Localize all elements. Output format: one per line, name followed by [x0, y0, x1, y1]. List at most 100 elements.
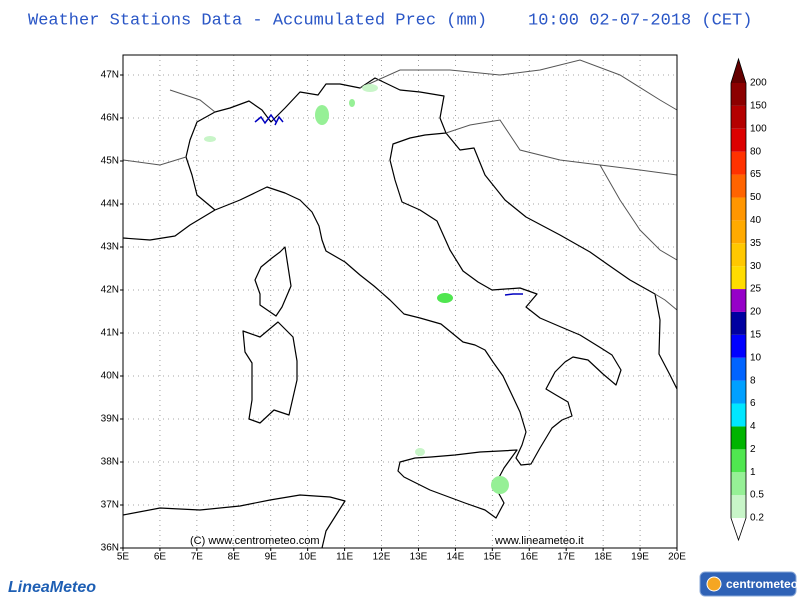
lon-label: 10E: [299, 552, 317, 563]
lat-label: 45N: [101, 156, 119, 167]
colorbar-label: 35: [750, 238, 762, 249]
colorbar-label: 4: [750, 421, 756, 432]
colorbar-box: [731, 151, 746, 175]
lon-label: 12E: [373, 552, 391, 563]
colorbar-label: 0.5: [750, 490, 764, 501]
lat-label: 39N: [101, 414, 119, 425]
credit: (C) www.centrometeo.com: [190, 535, 320, 547]
balkan-coast: [445, 132, 678, 390]
colorbar-box: [731, 472, 746, 496]
colorbar-label: 20: [750, 307, 762, 318]
lon-label: 17E: [557, 552, 575, 563]
italy-land-border: [185, 77, 447, 211]
lat-label: 36N: [101, 543, 119, 554]
colorbar-label: 30: [750, 261, 762, 272]
lat-label: 42N: [101, 285, 119, 296]
colorbar-box: [731, 197, 746, 221]
colorbar-box: [731, 105, 746, 129]
grid: [123, 55, 677, 548]
colorbar-label: 1: [750, 467, 756, 478]
colorbar-label: 50: [750, 192, 762, 203]
lat-label: 43N: [101, 242, 119, 253]
france-coast: [122, 209, 216, 241]
precip-area: [204, 136, 216, 142]
lon-label: 13E: [410, 552, 428, 563]
sardinia: [242, 321, 298, 424]
colorbar-box: [731, 266, 746, 290]
lon-label: 15E: [483, 552, 501, 563]
colorbar: 0.2 0.5 1 2 4 6 8 10 15 20 25 30 35 40 50 65 80 100 150 200: [730, 57, 767, 542]
colorbar-box: [731, 403, 746, 427]
colorbar-box: [731, 243, 746, 267]
africa-coast: [122, 494, 346, 549]
lat-label: 41N: [101, 328, 119, 339]
lon-label: 18E: [594, 552, 612, 563]
lon-label: 7E: [191, 552, 204, 563]
timestamp: 10:00 02-07-2018 (CET): [528, 11, 752, 30]
precip-contour: [254, 113, 284, 126]
colorbar-box: [731, 357, 746, 381]
precip-area: [349, 99, 355, 107]
colorbar-label: 100: [750, 123, 767, 134]
colorbar-label: 10: [750, 352, 762, 363]
colorbar-label: 200: [750, 78, 767, 89]
colorbar-label: 150: [750, 101, 767, 112]
logo-text: centrometeo: [726, 577, 798, 591]
lat-label: 47N: [101, 70, 119, 81]
logo-text: LineaMeteo: [8, 579, 96, 596]
logo-right: centrometeo: [699, 571, 798, 597]
colorbar-label: 15: [750, 329, 762, 340]
precip-contour: [504, 293, 523, 296]
colorbar-box: [731, 174, 746, 198]
precip-area: [491, 476, 509, 494]
lon-label: 20E: [668, 552, 686, 563]
colorbar-label: 2: [750, 444, 756, 455]
lon-label: 19E: [631, 552, 649, 563]
colorbar-box: [731, 83, 746, 106]
lat-label: 37N: [101, 500, 119, 511]
lat-label: 44N: [101, 199, 119, 210]
precip-area: [437, 293, 453, 303]
lon-label: 5E: [117, 552, 130, 563]
logo-left: LineaMeteo: [8, 579, 96, 596]
colorbar-box: [731, 334, 746, 358]
colorbar-label: 65: [750, 169, 762, 180]
colorbar-label: 8: [750, 375, 756, 386]
colorbar-box: [731, 311, 746, 335]
colorbar-box: [731, 449, 746, 473]
colorbar-label: 80: [750, 146, 762, 157]
colorbar-box: [731, 220, 746, 244]
logo-box: [699, 571, 797, 597]
lon-label: 16E: [520, 552, 538, 563]
map-frame: [122, 54, 678, 549]
precip-area: [362, 84, 378, 92]
colorbar-box: [731, 426, 746, 450]
colorbar-over: [731, 59, 746, 83]
colorbar-box: [731, 380, 746, 404]
logo-icon: [706, 576, 722, 592]
italy-coast: [214, 132, 622, 466]
colorbar-box: [731, 289, 746, 312]
title: Weather Stations Data - Accumulated Prec…: [28, 11, 487, 30]
colorbar-outline: [730, 57, 747, 542]
precip-area: [415, 448, 425, 456]
map-outline: [122, 59, 678, 549]
colorbar-under: [731, 518, 746, 540]
colorbar-label: 0.2: [750, 513, 764, 524]
lon-label: 9E: [265, 552, 278, 563]
lat-label: 46N: [101, 113, 119, 124]
colorbar-label: 40: [750, 215, 762, 226]
colorbar-box: [731, 495, 746, 518]
lon-label: 6E: [154, 552, 167, 563]
lat-label: 40N: [101, 371, 119, 382]
colorbar-box: [731, 128, 746, 152]
credit: www.lineameteo.it: [494, 535, 584, 547]
corsica: [254, 246, 292, 317]
lon-label: 8E: [228, 552, 241, 563]
colorbar-label: 25: [750, 284, 762, 295]
precipitation: [204, 84, 523, 494]
lat-label: 38N: [101, 457, 119, 468]
lon-label: 11E: [336, 552, 353, 563]
lon-label: 14E: [447, 552, 465, 563]
